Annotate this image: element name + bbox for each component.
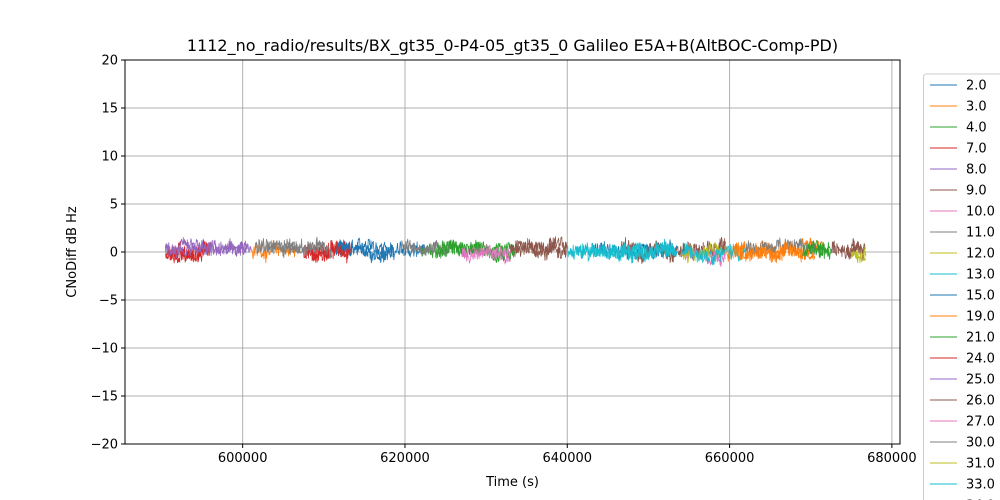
legend-item: 10.0	[930, 205, 995, 220]
legend-item: 4.0	[930, 121, 987, 136]
x-axis-label: Time (s)	[485, 475, 539, 490]
y-tick-label: −5	[99, 294, 118, 309]
legend-label: 21.0	[966, 331, 995, 346]
series-26-0	[510, 236, 866, 260]
legend-item: 13.0	[930, 268, 995, 283]
legend-label: 30.0	[966, 436, 995, 451]
series-line	[307, 239, 349, 264]
series-line	[514, 237, 568, 261]
legend-label: 27.0	[966, 415, 995, 430]
legend-label: 3.0	[966, 100, 987, 115]
series-line	[802, 239, 832, 260]
x-tick-label: 660000	[705, 451, 755, 466]
legend-label: 4.0	[966, 121, 987, 136]
legend-item: 15.0	[930, 289, 995, 304]
series-line	[854, 246, 867, 260]
legend-label: 9.0	[966, 184, 987, 199]
legend-label: 26.0	[966, 394, 995, 409]
legend-item: 9.0	[930, 184, 987, 199]
legend-label: 31.0	[966, 457, 995, 472]
legend-label: 7.0	[966, 142, 987, 157]
y-axis-label: CNoDiff dB Hz	[65, 206, 80, 298]
legend: 2.0 3.0 4.0 7.0 8.0 9.0 10.0 11.0 12.0 13.0 15.0 19…	[923, 73, 1000, 500]
legend-item: 26.0	[930, 394, 995, 409]
x-axis: 600000 620000 640000 660000 680000	[218, 444, 917, 466]
series-line	[680, 241, 722, 264]
legend-item: 7.0	[930, 142, 987, 157]
x-tick-label: 600000	[218, 451, 268, 466]
legend-item: 31.0	[930, 457, 995, 472]
series-line	[850, 250, 866, 264]
legend-label: 25.0	[966, 373, 995, 388]
legend-item: 27.0	[930, 415, 995, 430]
series-15-0	[339, 238, 394, 258]
series-layer	[165, 236, 867, 268]
y-tick-label: −20	[91, 438, 118, 453]
series-line	[254, 236, 325, 259]
legend-item: 25.0	[930, 373, 995, 388]
legend-item: 19.0	[930, 310, 995, 325]
legend-item: 33.0	[930, 478, 995, 493]
series-line	[680, 241, 747, 266]
legend-label: 33.0	[966, 478, 995, 493]
series-21-0	[437, 239, 832, 263]
series-31-0	[850, 250, 866, 264]
y-tick-label: −10	[91, 342, 118, 357]
x-tick-label: 620000	[380, 451, 430, 466]
legend-label: 34.0	[966, 499, 995, 500]
legend-item: 2.0	[930, 79, 987, 94]
y-tick-label: 5	[110, 198, 118, 213]
legend-box	[923, 73, 1000, 500]
legend-item: 3.0	[930, 100, 987, 115]
legend-item: 21.0	[930, 331, 995, 346]
y-tick-label: 10	[101, 150, 118, 165]
series-27-0	[461, 244, 511, 264]
legend-label: 19.0	[966, 310, 995, 325]
series-line	[570, 241, 678, 264]
y-tick-label: −15	[91, 390, 118, 405]
legend-item: 12.0	[930, 247, 995, 262]
y-tick-label: 15	[101, 102, 118, 117]
series-line	[830, 240, 866, 260]
series-line	[339, 238, 394, 258]
chart-title: 1112_no_radio/results/BX_gt35_0-P4-05_gt…	[187, 36, 838, 56]
legend-label: 10.0	[966, 205, 995, 220]
y-tick-label: 0	[110, 246, 118, 261]
legend-label: 13.0	[966, 268, 995, 283]
series-25-0	[165, 241, 252, 258]
series-line	[165, 241, 252, 258]
legend-item: 8.0	[930, 163, 987, 178]
legend-item: 11.0	[930, 226, 995, 241]
y-tick-label: 20	[101, 54, 118, 69]
legend-label: 12.0	[966, 247, 995, 262]
series-12-0	[680, 241, 867, 264]
series-line	[258, 238, 333, 259]
legend-item: 34.0	[966, 499, 995, 500]
series-33-0	[570, 241, 678, 264]
legend-label: 2.0	[966, 79, 987, 94]
y-axis: −20 −15 −10 −5 0 5 10 15 20	[91, 54, 125, 453]
series-line	[437, 239, 515, 263]
legend-label: 8.0	[966, 163, 987, 178]
legend-label: 15.0	[966, 289, 995, 304]
x-tick-label: 680000	[867, 451, 917, 466]
series-line	[510, 236, 568, 257]
legend-label: 24.0	[966, 352, 995, 367]
series-30-0	[258, 238, 333, 259]
series-line	[461, 244, 511, 264]
legend-label: 11.0	[966, 226, 995, 241]
series-line	[733, 241, 816, 264]
legend-item: 30.0	[930, 436, 995, 451]
series-19-0	[733, 241, 816, 264]
x-tick-label: 640000	[542, 451, 592, 466]
legend-item: 24.0	[930, 352, 995, 367]
